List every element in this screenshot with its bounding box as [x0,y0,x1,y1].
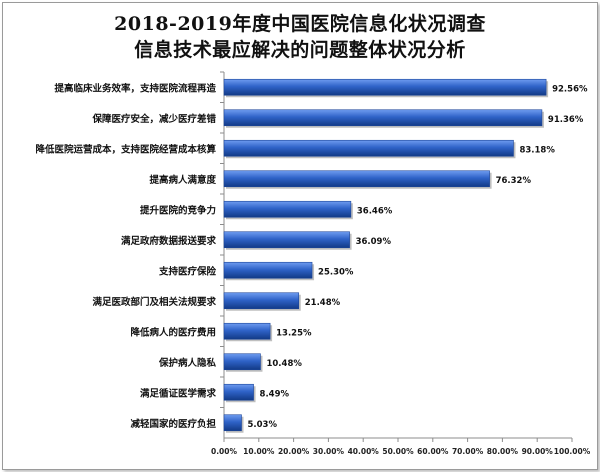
category-label: 支持医疗保险 [158,265,217,277]
value-label: 13.25% [276,328,312,338]
bar [223,292,300,310]
bar [223,78,547,96]
value-label: 36.09% [356,237,392,247]
category-label: 降低医院运营成本，支持医院经营成本核算 [35,143,216,155]
x-tick-label: 70.00% [452,447,484,456]
bar [223,231,350,249]
chart-title-line-2: 信息技术最应解决的问题整体状况分析 [134,39,466,61]
bar [223,353,261,371]
category-label: 降低病人的医疗费用 [130,326,216,338]
x-tick-label: 90.00% [522,447,554,456]
category-label: 提高临床业务效率，支持医院流程再造 [54,82,216,94]
bar [223,139,514,157]
category-label: 满足循证医学需求 [140,387,217,399]
value-label: 76.32% [496,176,532,186]
bar [223,261,313,279]
value-label: 83.18% [519,145,555,155]
x-tick-label: 40.00% [348,447,380,456]
chart-title-line-1: 2018-2019年度中国医院信息化状况调查 [114,13,486,35]
x-tick-label: 60.00% [417,447,449,456]
value-label: 25.30% [318,267,354,277]
value-label: 91.36% [548,115,584,125]
bar [223,322,271,340]
x-tick-label: 10.00% [243,447,275,456]
category-label: 提升医院的竞争力 [140,204,216,216]
x-tick-label: 100.00% [554,447,591,456]
bar [223,109,543,127]
value-label: 36.46% [357,206,393,216]
bar [223,414,242,432]
value-label: 10.48% [266,359,302,369]
category-label: 减轻国家的医疗负担 [130,418,216,430]
x-tick-label: 0.00% [211,447,238,456]
x-tick-label: 20.00% [278,447,310,456]
x-tick-label: 50.00% [382,447,414,456]
category-label: 满足医政部门及相关法规要求 [92,296,216,308]
category-label: 保障医疗安全，减少医疗差错 [91,113,216,125]
category-label: 满足政府数据报送要求 [121,235,217,247]
bar [223,383,254,401]
value-label: 21.48% [305,298,341,308]
x-tick-label: 30.00% [313,447,345,456]
value-label: 5.03% [248,420,278,430]
value-label: 92.56% [552,84,588,94]
x-tick-label: 80.00% [487,447,519,456]
bar [223,200,352,218]
value-label: 8.49% [260,389,290,399]
category-label: 保护病人隐私 [158,357,217,369]
bar [223,170,490,188]
category-label: 提高病人满意度 [149,174,216,186]
